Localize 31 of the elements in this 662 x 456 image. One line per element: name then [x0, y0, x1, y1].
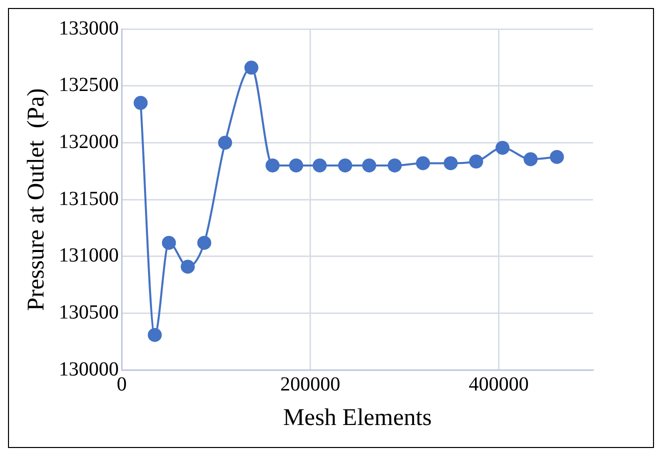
- y-tick-label: 130000: [58, 358, 119, 380]
- point: [162, 236, 176, 250]
- point: [197, 236, 212, 250]
- point: [469, 154, 484, 168]
- y-tick-label: 133000: [58, 17, 119, 40]
- point: [338, 158, 352, 172]
- point: [244, 60, 258, 75]
- y-tick-label: 131000: [58, 244, 119, 267]
- point: [134, 96, 148, 110]
- point: [289, 158, 304, 172]
- y-tick-label: 131500: [58, 188, 119, 210]
- y-tick-label: 130500: [58, 302, 119, 324]
- x-axis-title: Mesh Elements: [283, 404, 432, 431]
- y-tick-label: 132500: [58, 74, 119, 96]
- y-tick-label: 132000: [58, 130, 119, 153]
- point: [180, 260, 195, 274]
- x-tick-label: 400000: [468, 373, 529, 396]
- point: [266, 158, 280, 172]
- point: [550, 150, 564, 164]
- x-tick-label: 0: [116, 373, 127, 396]
- point: [444, 156, 458, 170]
- point: [388, 158, 402, 172]
- y-axis-title: Pressure at Outlet (Pa): [24, 88, 50, 311]
- point: [148, 328, 162, 342]
- point: [496, 140, 510, 155]
- point: [416, 156, 430, 170]
- point: [362, 158, 376, 172]
- point: [312, 158, 327, 172]
- point: [524, 152, 538, 166]
- x-tick-label: 200000: [280, 373, 340, 396]
- point: [218, 136, 232, 150]
